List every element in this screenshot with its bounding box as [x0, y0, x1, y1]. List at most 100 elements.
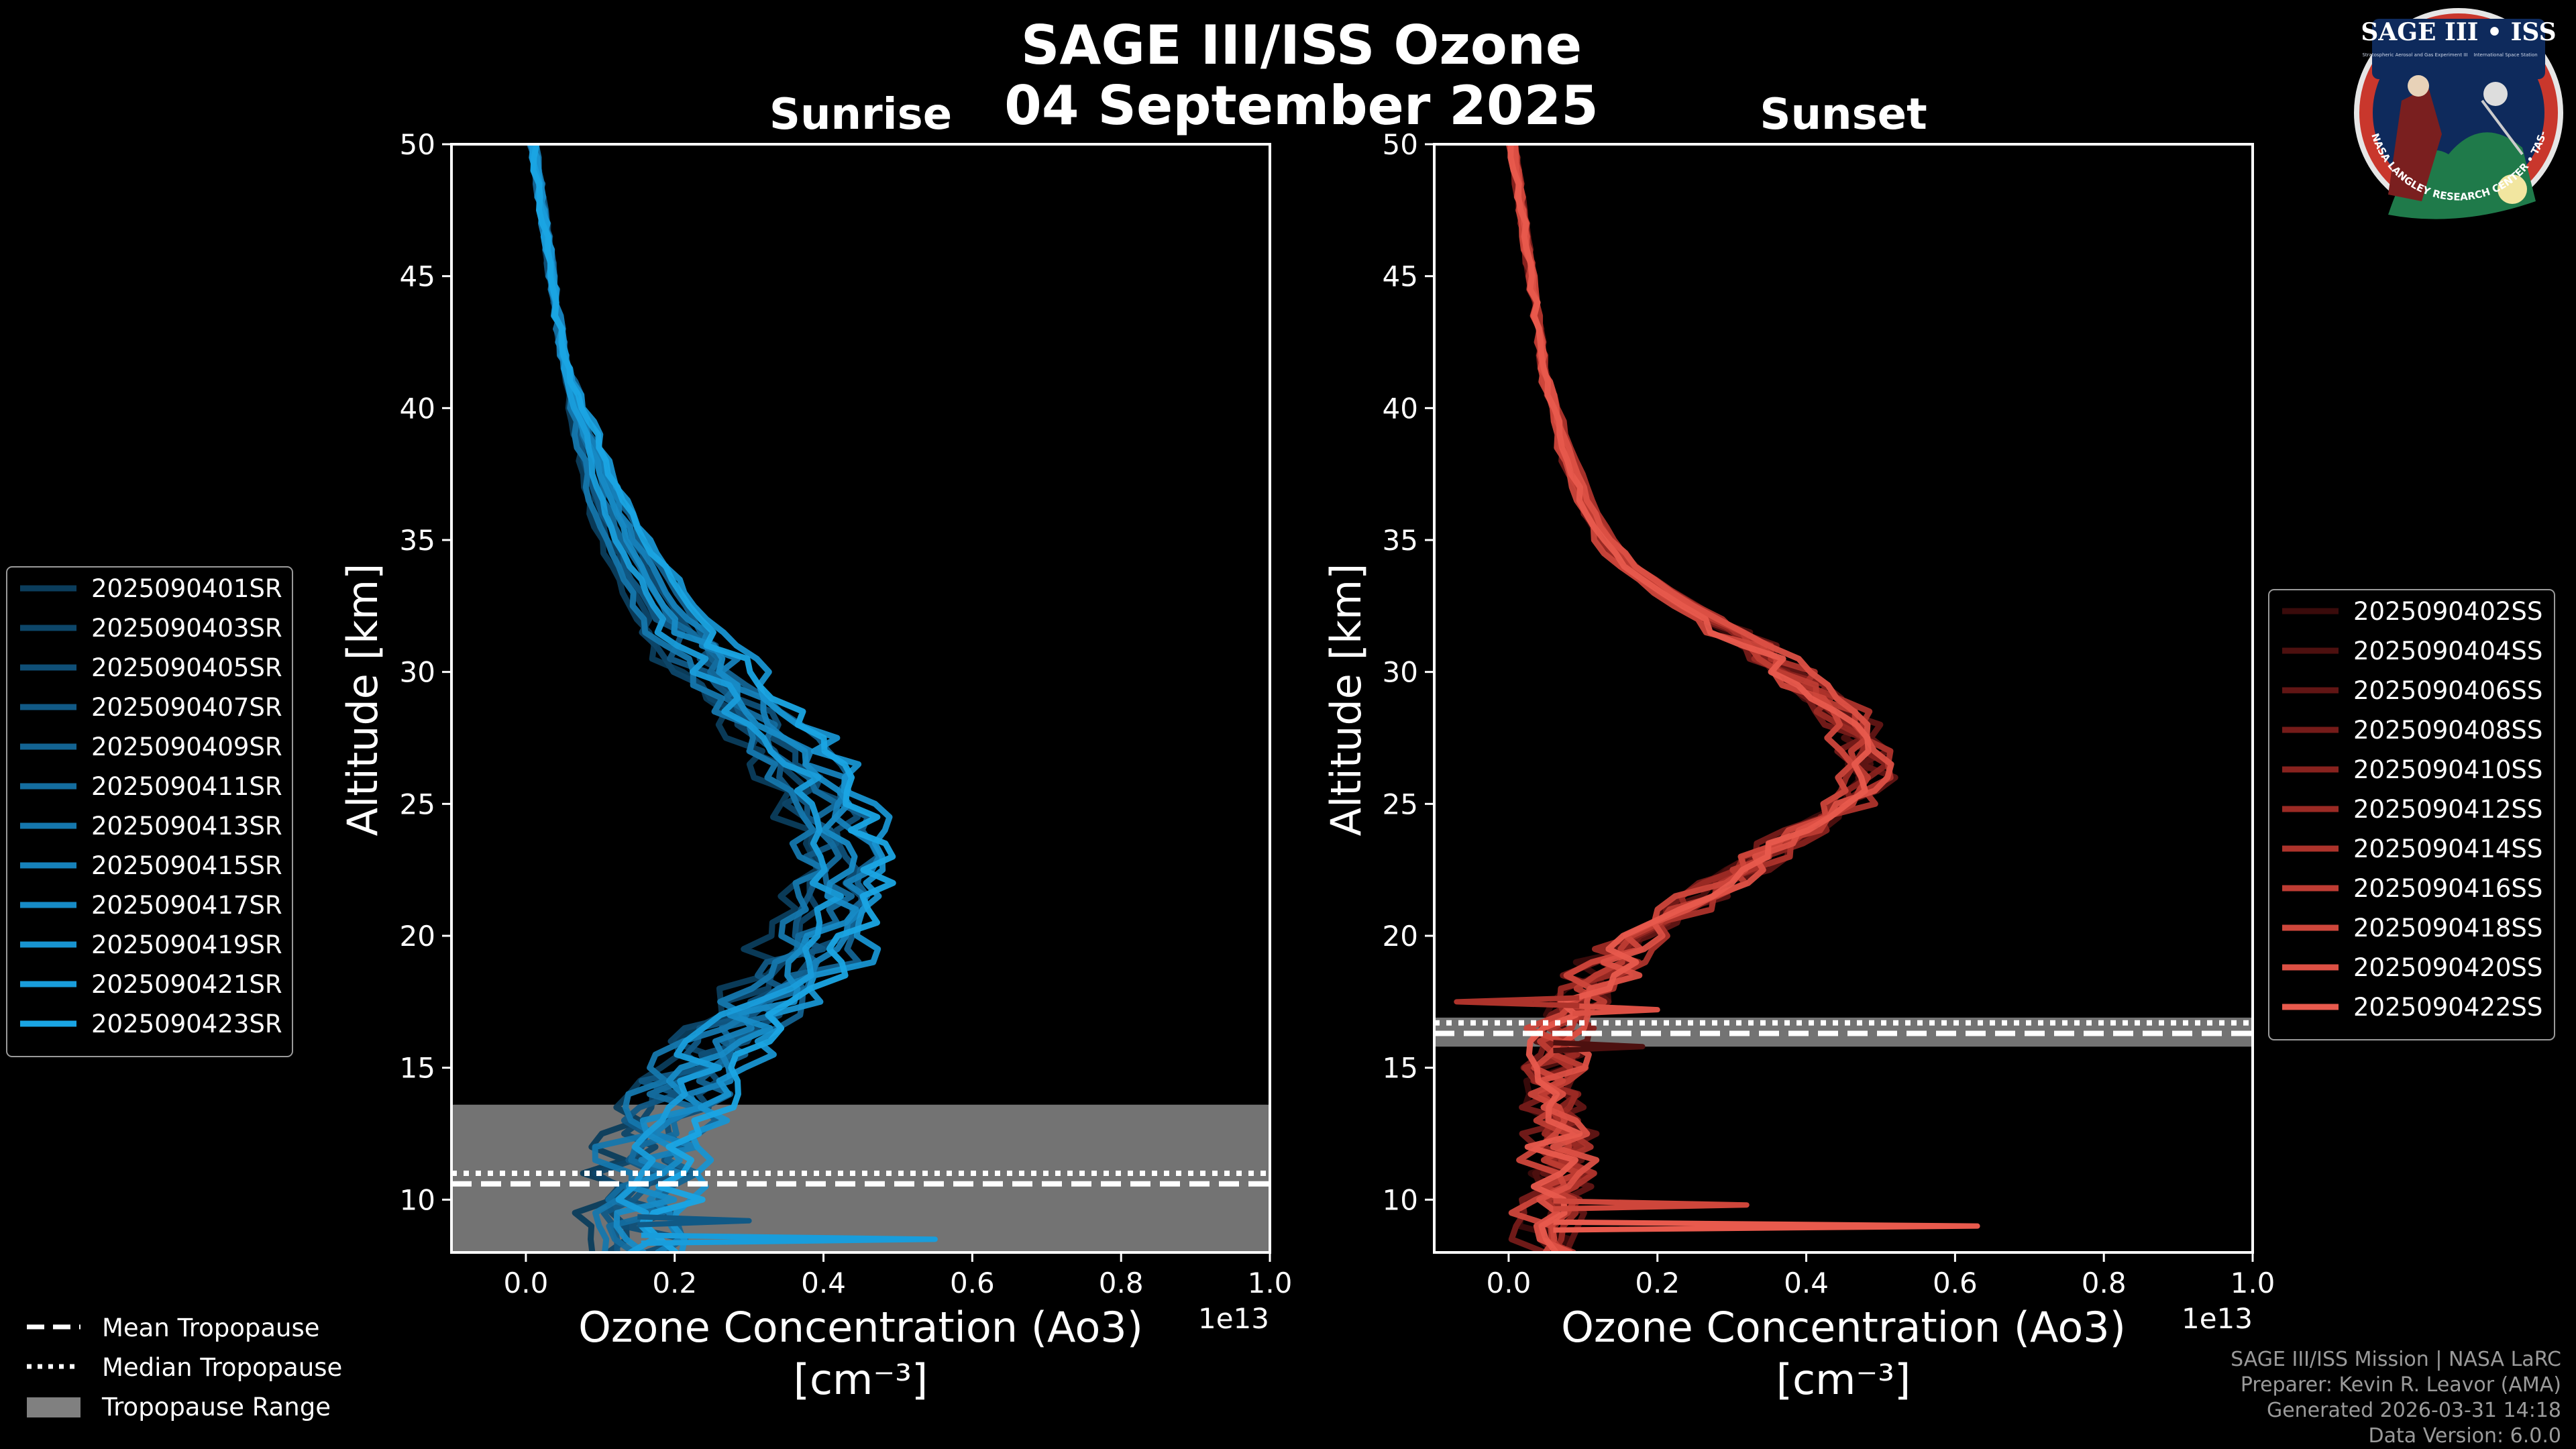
sunset-ytick-label: 25	[1383, 788, 1418, 820]
sunset-legend-label: 2025090408SS	[2353, 716, 2542, 745]
sunrise-ylabel: Altitude [km]	[338, 564, 387, 837]
logo-sub-left: Stratospheric Aerosol and Gas Experiment…	[2362, 52, 2467, 58]
footer-preparer: Preparer: Kevin R. Leavor (AMA)	[2241, 1373, 2561, 1397]
sunset-xunit: [cm⁻³]	[1776, 1355, 1911, 1404]
sunset-ytick-label: 10	[1383, 1183, 1418, 1216]
mean-tropopause-label: Mean Tropopause	[102, 1313, 320, 1342]
sunset-legend-label: 2025090422SS	[2353, 993, 2542, 1022]
footer-data-version: Data Version: 6.0.0	[2369, 1424, 2561, 1448]
logo-name-text: SAGE III • ISS	[2361, 18, 2556, 46]
sunrise-profile-2025090421SR	[529, 144, 844, 1252]
sunrise-xtick-label: 0.8	[1099, 1267, 1144, 1299]
sunset-xtick-label: 0.4	[1784, 1267, 1829, 1299]
sunset-ylabel: Altitude [km]	[1322, 564, 1371, 837]
sunset-legend-label: 2025090414SS	[2353, 835, 2542, 863]
sunrise-profile-2025090405SR	[527, 144, 865, 1252]
sunset-legend-label: 2025090402SS	[2353, 597, 2542, 626]
sunset-ytick-label: 20	[1383, 920, 1418, 953]
sunrise-legend-label: 2025090421SR	[91, 970, 282, 999]
sunrise-legend-label: 2025090413SR	[91, 812, 282, 841]
sunset-plot: 0.0 0.2 0.4 0.6 0.8 1.0 10 15 20 25 30 35 40 45 50	[1383, 128, 2275, 1299]
sunset-ytick-label: 35	[1383, 524, 1418, 557]
sunrise-xunit: [cm⁻³]	[794, 1355, 928, 1404]
sunset-xtick-label: 0.8	[2082, 1267, 2127, 1299]
footer-mission: SAGE III/ISS Mission | NASA LaRC	[2231, 1348, 2561, 1371]
tropopause-range-label: Tropopause Range	[101, 1393, 331, 1421]
median-tropopause-label: Median Tropopause	[102, 1353, 342, 1382]
sunrise-title: Sunrise	[769, 90, 952, 140]
sunset-legend-label: 2025090418SS	[2353, 914, 2542, 943]
sunset-profile-2025090422SS	[1507, 144, 1872, 1252]
sunset-offset-label: 1e13	[2182, 1302, 2253, 1335]
sunrise-xtick-label: 0.4	[801, 1267, 846, 1299]
sunrise-xtick-label: 0.2	[652, 1267, 697, 1299]
sunrise-ytick-label: 25	[400, 788, 435, 820]
sunset-xtick-label: 1.0	[2231, 1267, 2275, 1299]
sunrise-legend-label: 2025090401SR	[91, 574, 282, 603]
sunset-profile-spike-3	[1454, 995, 1580, 1009]
sunrise-legend: 2025090401SR 2025090403SR 2025090405SR 2025…	[6, 566, 293, 1057]
sunset-profile-spike-1	[1553, 1198, 1750, 1212]
sunset-legend-label: 2025090420SS	[2353, 953, 2542, 982]
sunrise-axes-frame	[450, 143, 1271, 1254]
sunrise-xlabel: Ozone Concentration (Ao3)	[578, 1303, 1143, 1352]
sunrise-plot: 0.0 0.2 0.4 0.6 0.8 1.0 10 15 20 25 30 35 40 45 50	[400, 128, 1293, 1299]
sunrise-ytick-label: 45	[400, 260, 435, 293]
sunrise-legend-label: 2025090405SR	[91, 653, 282, 682]
sunrise-profile-spike-1	[637, 1214, 752, 1228]
sunrise-legend-label: 2025090419SR	[91, 930, 282, 959]
sunrise-legend-box	[6, 566, 293, 1057]
sunrise-xtick-label: 0.6	[950, 1267, 995, 1299]
sunrise-ytick-label: 50	[400, 128, 435, 161]
sunset-ytick-label: 45	[1383, 260, 1418, 293]
figure-title-line1: SAGE III/ISS Ozone	[1021, 14, 1582, 76]
sunrise-offset-label: 1e13	[1198, 1302, 1269, 1335]
sunset-legend-label: 2025090404SS	[2353, 637, 2542, 665]
sunset-ytick-label: 30	[1383, 656, 1418, 689]
footer-generated: Generated 2026-03-31 14:18	[2267, 1399, 2561, 1422]
sunrise-xtick-label: 1.0	[1248, 1267, 1293, 1299]
sunrise-legend-label: 2025090407SR	[91, 693, 282, 722]
sunrise-ytick-label: 40	[400, 392, 435, 425]
sunrise-ytick-label: 30	[400, 656, 435, 689]
sunset-ytick-label: 15	[1383, 1052, 1418, 1085]
sunset-ytick-label: 50	[1383, 128, 1418, 161]
sunset-legend-label: 2025090410SS	[2353, 755, 2542, 784]
sunrise-legend-label: 2025090411SR	[91, 772, 282, 801]
sunset-legend-label: 2025090406SS	[2353, 676, 2542, 705]
sunset-profile-spike-4	[1553, 1040, 1646, 1054]
sunset-axes-frame	[1433, 143, 2254, 1254]
sunrise-profile-2025090417SR	[530, 144, 859, 1252]
sunrise-xtick-label: 0.0	[504, 1267, 549, 1299]
tropopause-range-swatch	[27, 1397, 80, 1417]
sunrise-legend-label: 2025090423SR	[91, 1010, 282, 1038]
sunrise-legend-label: 2025090409SR	[91, 733, 282, 761]
sunrise-profile-2025090411SR	[529, 144, 855, 1252]
sunrise-ytick-label: 15	[400, 1052, 435, 1085]
sunrise-legend-label: 2025090417SR	[91, 891, 282, 920]
sunrise-legend-label: 2025090403SR	[91, 614, 282, 643]
sunset-xtick-label: 0.2	[1635, 1267, 1680, 1299]
figure-title-line2: 04 September 2025	[1004, 74, 1599, 137]
sunrise-ytick-label: 10	[400, 1183, 435, 1216]
tropopause-legend: Mean Tropopause Median Tropopause Tropop…	[27, 1313, 342, 1421]
sunset-xtick-label: 0.0	[1487, 1267, 1532, 1299]
sunset-legend: 2025090402SS 2025090404SS 2025090406SS 2025…	[2268, 589, 2555, 1040]
sunset-profile-spike-2	[1572, 1003, 1660, 1017]
sunset-ytick-label: 40	[1383, 392, 1418, 425]
sunset-profile-spike-0	[1553, 1219, 1980, 1233]
sunset-xtick-label: 0.6	[1933, 1267, 1978, 1299]
sunrise-profile-2025090423SR	[530, 144, 896, 1252]
sunset-legend-label: 2025090416SS	[2353, 874, 2542, 903]
sunset-title: Sunset	[1760, 90, 1927, 140]
logo-sub-right: International Space Station	[2473, 52, 2537, 58]
sunrise-profile-spike-0	[641, 1232, 938, 1246]
sunset-legend-label: 2025090412SS	[2353, 795, 2542, 824]
sunrise-tropopause-range	[451, 1104, 1270, 1252]
sunset-xlabel: Ozone Concentration (Ao3)	[1561, 1303, 2126, 1352]
sunset-legend-box	[2268, 589, 2555, 1040]
sunrise-legend-label: 2025090415SR	[91, 851, 282, 880]
sunrise-ytick-label: 20	[400, 920, 435, 953]
sunrise-ytick-label: 35	[400, 524, 435, 557]
